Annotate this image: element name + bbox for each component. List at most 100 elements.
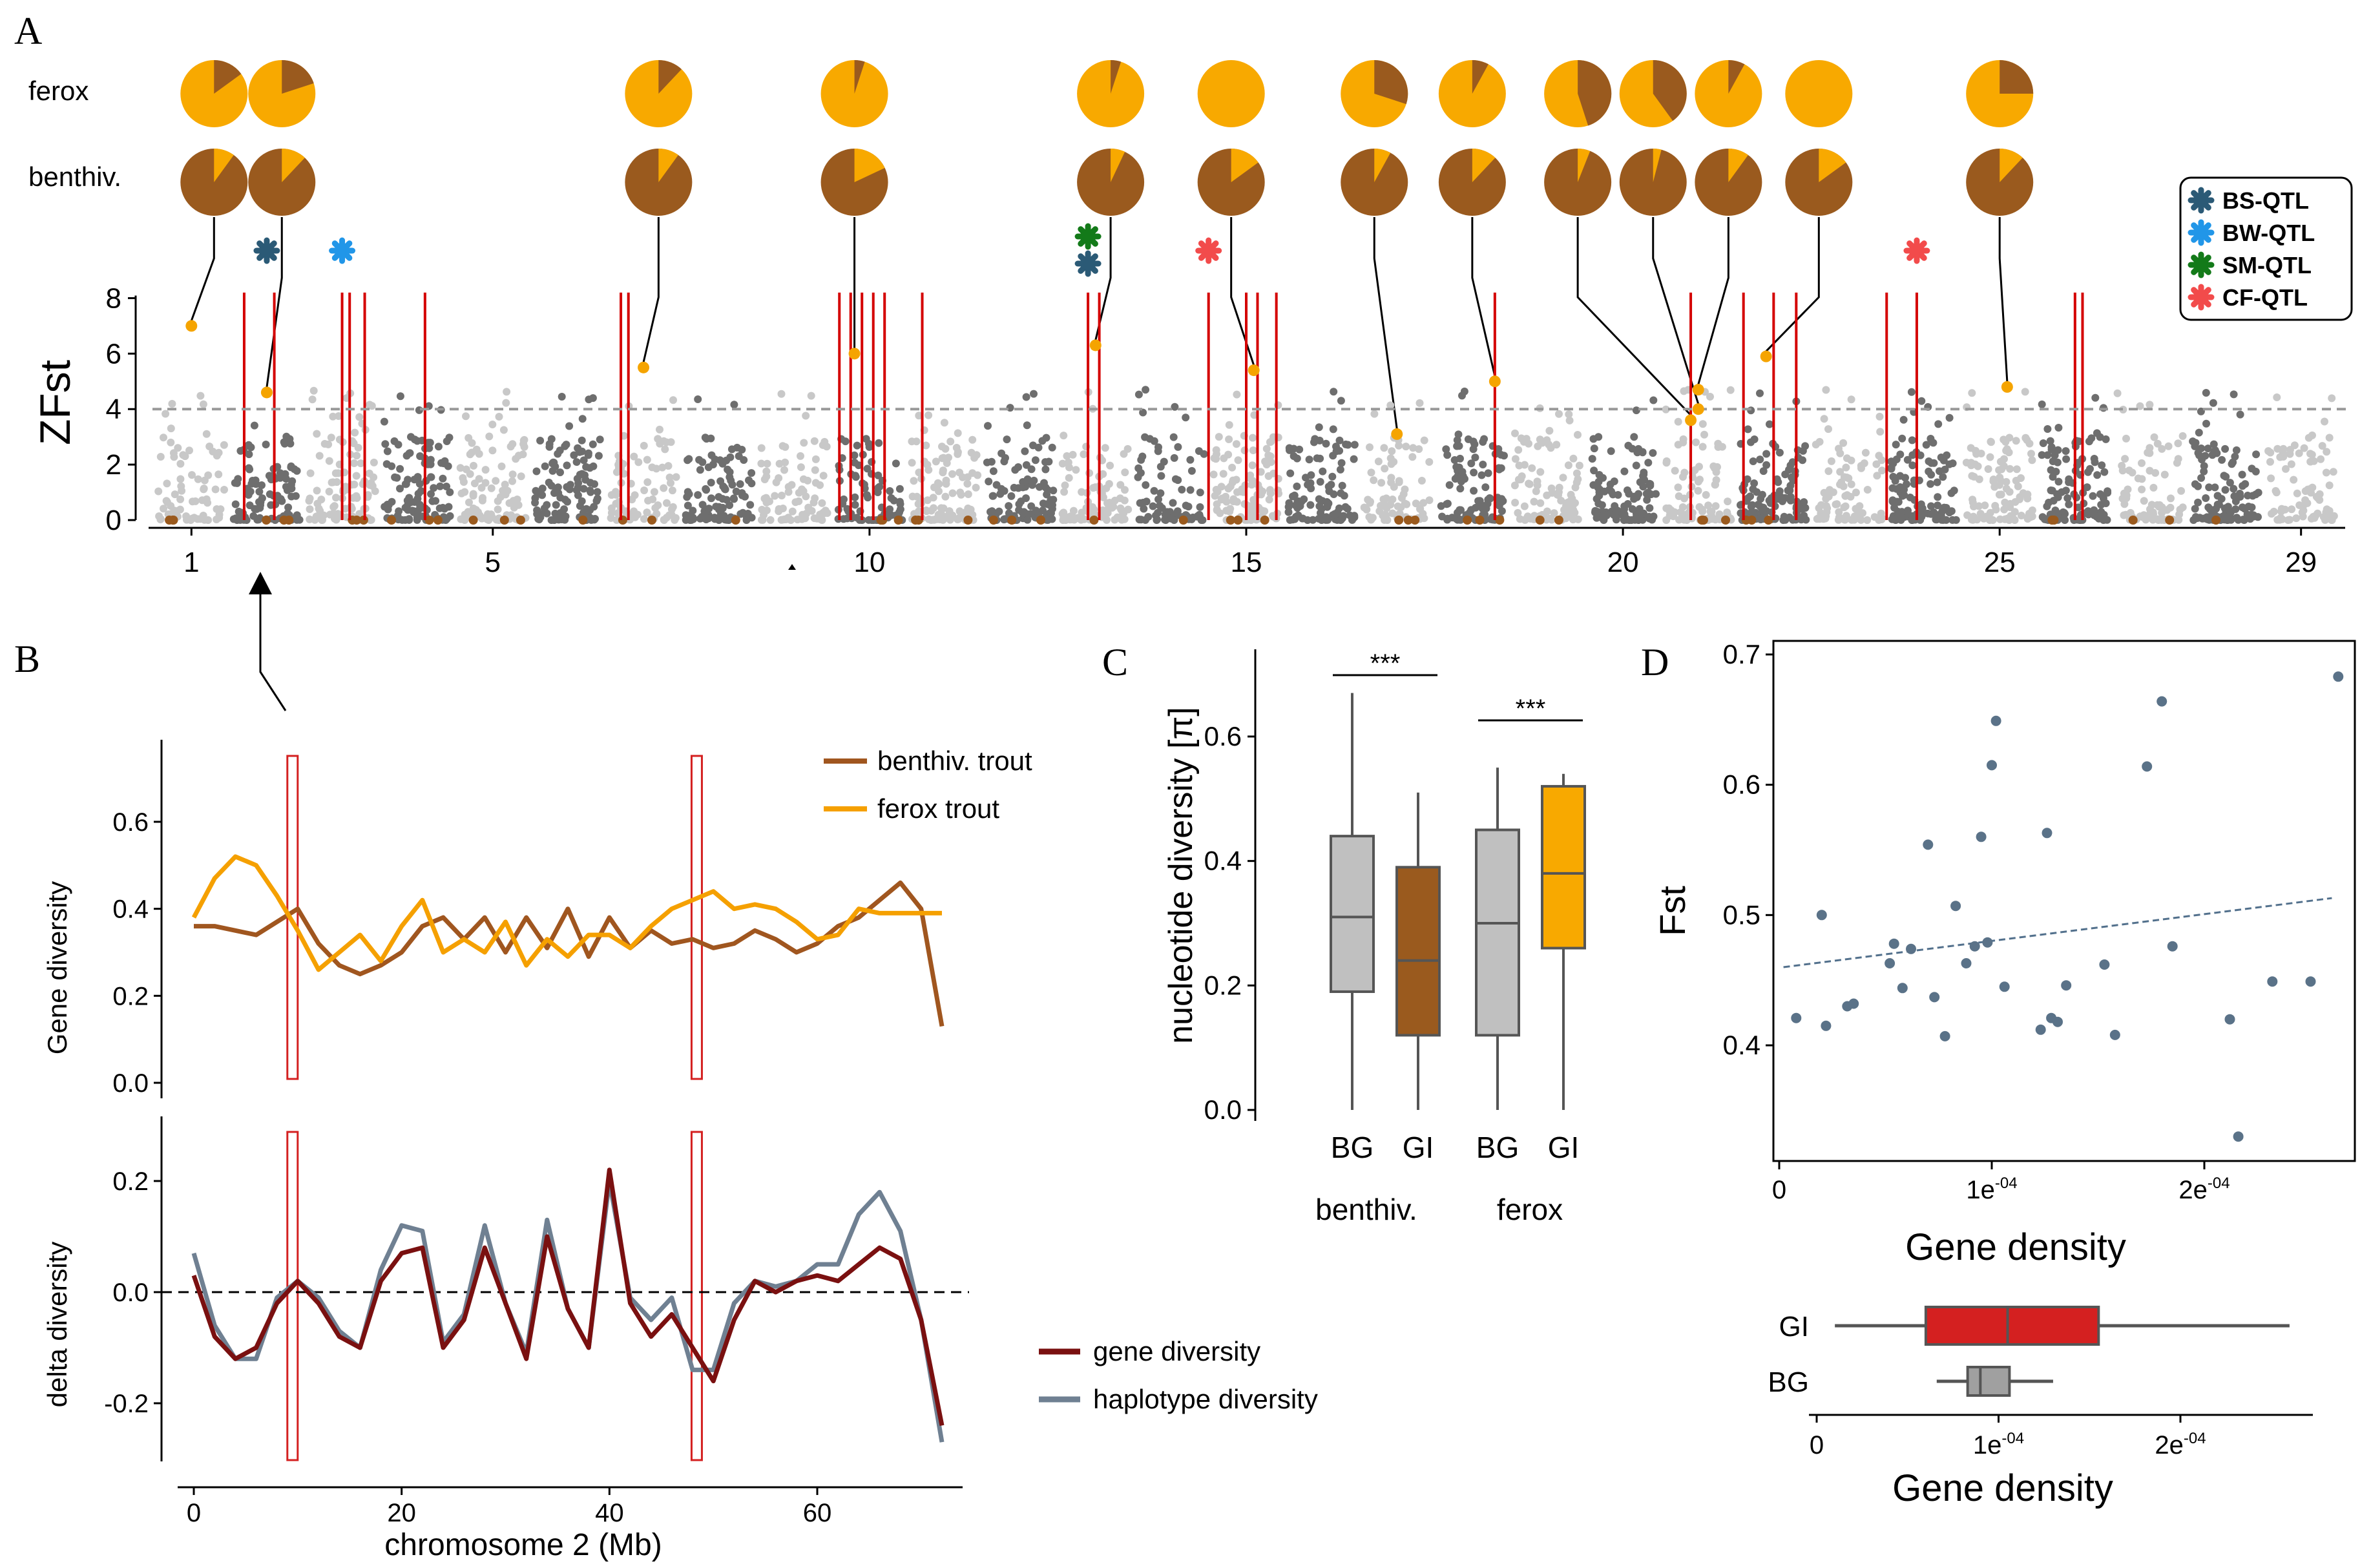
manhattan-point [1014, 463, 1023, 471]
manhattan-point [2025, 510, 2033, 517]
manhattan-point [202, 430, 211, 438]
gene-density-xlabel-bottom: Gene density [1892, 1467, 2113, 1509]
manhattan-point [2318, 442, 2326, 450]
manhattan-point [284, 503, 293, 512]
highlighted-point [638, 361, 650, 373]
manhattan-point [663, 499, 671, 507]
qtl-legend: BS-QTL BW-QTL SM-QTL CF-QTL [2179, 176, 2353, 321]
manhattan-point [1671, 466, 1679, 475]
manhattan-point [2276, 453, 2284, 461]
manhattan-point [1887, 465, 1896, 473]
manhattan-point [1747, 438, 1755, 446]
scatter-point [1923, 839, 1934, 850]
manhattan-point [987, 457, 996, 466]
y-tick-label: 0.2 [112, 982, 149, 1010]
scatter-point [2333, 671, 2344, 682]
manhattan-point [1246, 502, 1255, 510]
manhattan-point [818, 499, 826, 507]
manhattan-point [2191, 513, 2200, 521]
manhattan-point [559, 514, 568, 522]
manhattan-point [248, 477, 256, 485]
manhattan-point [582, 463, 590, 471]
manhattan-point [1570, 508, 1578, 516]
manhattan-point [984, 422, 992, 430]
manhattan-point [1215, 433, 1223, 441]
delta-diversity-axis: -0.2 0.0 0.2 0 20 40 60 [104, 1116, 963, 1527]
manhattan-point [1047, 509, 1055, 517]
manhattan-point [895, 497, 904, 506]
manhattan-point [1832, 500, 1840, 508]
manhattan-point [2039, 439, 2047, 447]
manhattan-point [1822, 386, 1830, 394]
y-tick-label: 8 [106, 282, 121, 314]
manhattan-point [2006, 465, 2014, 473]
manhattan-point [311, 516, 319, 523]
manhattan-point [2238, 470, 2246, 479]
manhattan-point [2204, 503, 2213, 512]
manhattan-point [591, 515, 599, 523]
manhattan-zero-point [1475, 516, 1485, 525]
manhattan-point [651, 504, 660, 512]
manhattan-point [1003, 435, 1011, 444]
scatter-point [2157, 696, 2167, 707]
manhattan-point [167, 438, 175, 446]
manhattan-point [2021, 388, 2029, 396]
manhattan-point [1827, 457, 1835, 465]
scatter-point [1821, 1020, 1832, 1031]
manhattan-point [415, 501, 424, 509]
manhattan-point [503, 388, 511, 396]
manhattan-point [1029, 441, 1037, 450]
manhattan-point [1415, 445, 1423, 454]
manhattan-point [760, 494, 769, 503]
manhattan-point [640, 486, 649, 494]
highlighted-points [185, 320, 2013, 440]
x-tick-exponent: -04 [2001, 1430, 2024, 1447]
gene-diversity-windows [286, 755, 703, 1080]
qtl-marker-stroke [2191, 255, 2211, 275]
manhattan-point [317, 496, 326, 504]
manhattan-point [2202, 494, 2210, 502]
scatter-point [1990, 715, 2001, 726]
manhattan-point [2230, 492, 2239, 500]
manhattan-point [2268, 510, 2275, 518]
manhattan-point [1700, 430, 1708, 439]
y-tick-label: -0.2 [104, 1390, 149, 1418]
manhattan-point [1111, 516, 1119, 524]
manhattan-point [778, 492, 786, 499]
manhattan-point [590, 503, 598, 511]
manhattan-point [1854, 508, 1863, 517]
manhattan-point [1366, 443, 1374, 452]
manhattan-point [934, 479, 942, 487]
manhattan-point [2203, 515, 2211, 523]
manhattan-point [1337, 397, 1345, 405]
manhattan-point [309, 386, 318, 395]
manhattan-point [1456, 485, 1465, 493]
manhattan-point [1460, 387, 1468, 395]
manhattan-point [1284, 503, 1293, 511]
scatter-point [1987, 760, 1997, 771]
manhattan-point [1090, 505, 1098, 514]
manhattan-point [853, 441, 861, 450]
manhattan-point [804, 503, 813, 512]
manhattan-point [2233, 514, 2241, 522]
manhattan-point [2061, 510, 2069, 518]
manhattan-point [1021, 447, 1029, 455]
manhattan-point [1479, 461, 1487, 468]
manhattan-point [466, 470, 474, 478]
manhattan-point [332, 494, 340, 502]
manhattan-point [1028, 481, 1036, 489]
sig-label: *** [1370, 649, 1401, 678]
manhattan-point [2174, 439, 2182, 448]
manhattan-point [329, 412, 337, 421]
manhattan-zero-point [1403, 516, 1413, 525]
highlighted-point [1760, 350, 1772, 362]
chromosome-xlabel: chromosome 2 (Mb) [384, 1528, 662, 1562]
x-tick-exponent: -04 [2208, 1175, 2230, 1192]
manhattan-point [1248, 481, 1256, 489]
manhattan-point [1510, 481, 1519, 490]
qtl-marker-stroke [2191, 287, 2211, 308]
x-tick-exponent: -04 [1995, 1175, 2018, 1192]
manhattan-point [1149, 502, 1157, 510]
manhattan-point [1906, 494, 1914, 501]
manhattan-point [2195, 428, 2203, 437]
